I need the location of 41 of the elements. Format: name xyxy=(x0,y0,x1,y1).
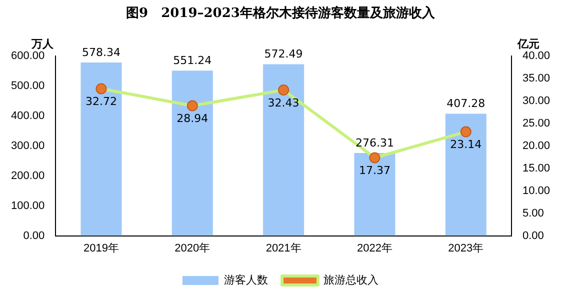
data-label: 32.43 xyxy=(268,96,300,110)
y2-tick-label: 25.00 xyxy=(522,117,550,130)
y-tick-label: 100.00 xyxy=(10,200,45,212)
chart-title: 图9 2019–2023年格尔木接待游客数量及旅游收入 xyxy=(125,4,436,23)
legend-label: 游客人数 xyxy=(224,274,268,287)
y2-tick-label: 35.00 xyxy=(522,72,550,85)
bar xyxy=(172,70,213,236)
y-tick-label: 400.00 xyxy=(10,110,45,122)
y-axis-title: 万人 xyxy=(30,37,55,50)
bar xyxy=(263,64,304,236)
y-tick-label: 300.00 xyxy=(10,140,45,152)
y2-tick-label: 20.00 xyxy=(522,140,550,152)
y2-axis-title: 亿元 xyxy=(516,37,540,50)
bar xyxy=(354,153,396,236)
y-tick-label: 500.00 xyxy=(10,80,45,92)
y-tick-label: 600.00 xyxy=(10,50,45,62)
y2-tick-label: 10.00 xyxy=(522,184,550,197)
y2-tick-label: 15.00 xyxy=(522,162,550,174)
y2-tick-label: 40.00 xyxy=(522,50,550,62)
data-label: 551.24 xyxy=(173,54,212,67)
y2-tick-label: 5.00 xyxy=(522,207,544,220)
x-tick-label: 2023年 xyxy=(448,242,484,254)
y2-tick-label: 0.00 xyxy=(522,230,544,242)
data-label: 28.94 xyxy=(176,112,208,126)
data-label: 578.34 xyxy=(82,46,120,59)
bar xyxy=(80,62,122,236)
x-tick-label: 2022年 xyxy=(356,242,392,254)
y2-tick-label: 30.00 xyxy=(522,94,550,107)
bar xyxy=(445,114,486,236)
y-tick-label: 0.00 xyxy=(23,230,45,242)
legend-label: 旅游总收入 xyxy=(324,274,378,287)
data-label: 407.28 xyxy=(446,97,486,110)
data-label: 23.14 xyxy=(450,138,482,152)
data-label: 17.37 xyxy=(358,164,390,178)
x-tick-label: 2021年 xyxy=(266,242,302,254)
y-tick-label: 200.00 xyxy=(10,170,45,182)
data-label: 276.31 xyxy=(355,136,394,150)
x-tick-label: 2020年 xyxy=(174,242,210,254)
data-label: 572.49 xyxy=(264,48,303,61)
x-tick-label: 2019年 xyxy=(83,242,119,254)
data-label: 32.72 xyxy=(85,95,117,108)
